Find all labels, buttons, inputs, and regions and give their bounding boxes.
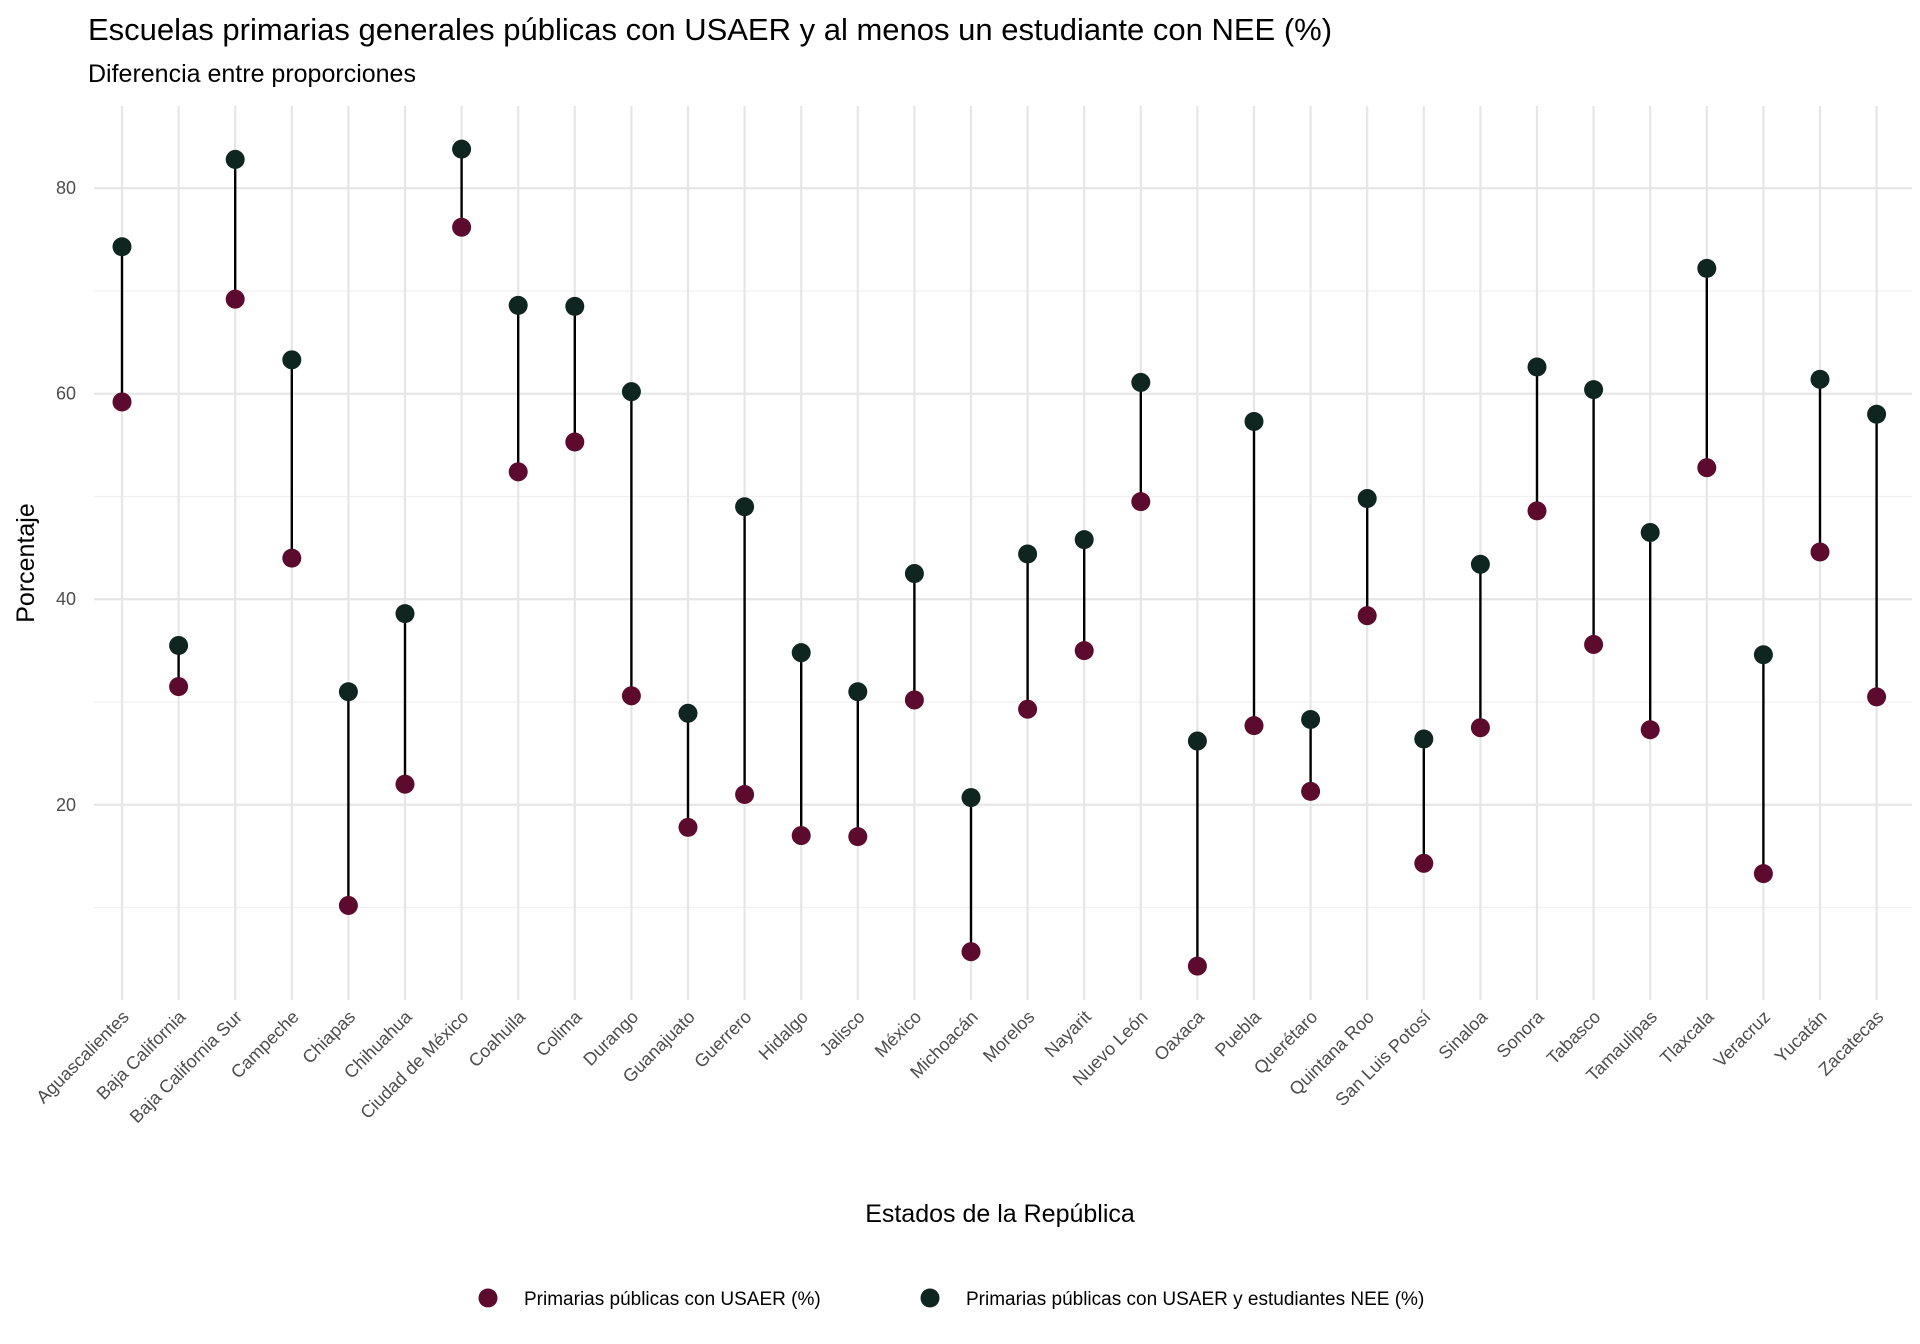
point-usaer-nee: [1640, 522, 1660, 542]
x-tick-label: Guerrero: [690, 1007, 755, 1072]
point-usaer-nee: [1697, 258, 1717, 278]
point-usaer-nee: [1753, 645, 1773, 665]
point-usaer-nee: [1584, 380, 1604, 400]
x-tick-label: Sinaloa: [1435, 1006, 1492, 1063]
point-usaer-nee: [1018, 544, 1038, 564]
point-usaer-nee: [1357, 489, 1377, 509]
point-usaer-nee: [791, 643, 811, 663]
point-usaer: [565, 432, 585, 452]
point-usaer-nee: [735, 497, 755, 517]
point-usaer-nee: [565, 296, 585, 316]
point-usaer: [1131, 492, 1151, 512]
y-tick-label: 40: [56, 589, 76, 609]
point-usaer: [1753, 864, 1773, 884]
point-usaer-nee: [112, 237, 132, 257]
legend-marker: [920, 1288, 940, 1308]
point-usaer: [508, 462, 528, 482]
point-usaer: [1470, 718, 1490, 738]
point-usaer: [1074, 641, 1094, 661]
point-usaer-nee: [621, 382, 641, 402]
point-usaer-nee: [961, 788, 981, 808]
points: [112, 139, 1887, 976]
point-usaer: [395, 774, 415, 794]
x-tick-label: Oaxaca: [1150, 1006, 1209, 1065]
point-usaer: [338, 895, 358, 915]
grid: [94, 106, 1912, 1000]
x-tick-label: Coahuila: [465, 1006, 530, 1071]
point-usaer: [1414, 853, 1434, 873]
x-axis-title: Estados de la República: [865, 1200, 1135, 1228]
y-tick-label: 80: [56, 178, 76, 198]
point-usaer: [961, 942, 981, 962]
point-usaer-nee: [1074, 530, 1094, 550]
point-usaer: [1187, 956, 1207, 976]
point-usaer-nee: [904, 564, 924, 584]
x-tick-label: Hidalgo: [755, 1007, 812, 1064]
point-usaer: [169, 677, 189, 697]
x-tick-label: Veracruz: [1710, 1007, 1774, 1071]
point-usaer: [1810, 542, 1830, 562]
y-tick-label: 60: [56, 384, 76, 404]
point-usaer: [1584, 634, 1604, 654]
point-usaer: [282, 548, 302, 568]
x-tick-label: México: [871, 1007, 925, 1061]
x-tick-label: Ciudad de México: [356, 1007, 472, 1123]
point-usaer-nee: [1867, 404, 1887, 424]
y-axis-title: Porcentaje: [12, 503, 40, 623]
chart-title: Escuelas primarias generales públicas co…: [88, 12, 1332, 47]
y-axis-ticks: 20 40 60 80: [56, 178, 76, 815]
point-usaer: [621, 686, 641, 706]
legend: Primarias públicas con USAER (%) Primaria…: [478, 1288, 1424, 1310]
point-usaer-nee: [452, 139, 472, 159]
point-usaer-nee: [1301, 709, 1321, 729]
y-tick-label: 20: [56, 795, 76, 815]
point-usaer: [904, 690, 924, 710]
point-usaer-nee: [282, 350, 302, 370]
point-usaer-nee: [1810, 369, 1830, 389]
point-usaer-nee: [1470, 554, 1490, 574]
point-usaer-nee: [395, 604, 415, 624]
point-usaer-nee: [169, 635, 189, 655]
x-tick-label: Puebla: [1211, 1006, 1265, 1060]
point-usaer-nee: [1131, 372, 1151, 392]
point-usaer: [1867, 687, 1887, 707]
point-usaer-nee: [678, 703, 698, 723]
point-usaer-nee: [1527, 357, 1547, 377]
point-usaer: [678, 817, 698, 837]
point-usaer-nee: [508, 295, 528, 315]
x-tick-label: Colima: [532, 1006, 586, 1060]
legend-label: Primarias públicas con USAER (%): [524, 1289, 821, 1310]
x-tick-label: Morelos: [979, 1007, 1038, 1066]
point-usaer: [112, 392, 132, 412]
point-usaer-nee: [848, 682, 868, 702]
x-tick-label: Tlaxcala: [1656, 1006, 1718, 1068]
segments: [120, 149, 1878, 967]
point-usaer-nee: [225, 149, 245, 169]
x-tick-label: Sonora: [1493, 1006, 1549, 1062]
point-usaer: [1697, 458, 1717, 478]
x-tick-label: San Luis Potosí: [1331, 1007, 1434, 1110]
point-usaer: [1018, 699, 1038, 719]
point-usaer: [791, 826, 811, 846]
point-usaer: [225, 289, 245, 309]
legend-label: Primarias públicas con USAER y estudiant…: [966, 1289, 1424, 1310]
point-usaer: [1527, 501, 1547, 521]
point-usaer-nee: [338, 682, 358, 702]
point-usaer: [1301, 781, 1321, 801]
chart-subtitle: Diferencia entre proporciones: [88, 60, 416, 88]
x-tick-label: Nayarit: [1041, 1007, 1095, 1061]
x-tick-label: Jalisco: [816, 1007, 869, 1060]
point-usaer: [1640, 720, 1660, 740]
point-usaer: [1244, 716, 1264, 736]
legend-marker: [478, 1288, 498, 1308]
point-usaer: [1357, 606, 1377, 626]
point-usaer: [848, 827, 868, 847]
point-usaer-nee: [1414, 729, 1434, 749]
point-usaer: [735, 784, 755, 804]
point-usaer-nee: [1244, 411, 1264, 431]
point-usaer: [452, 217, 472, 237]
point-usaer-nee: [1187, 731, 1207, 751]
